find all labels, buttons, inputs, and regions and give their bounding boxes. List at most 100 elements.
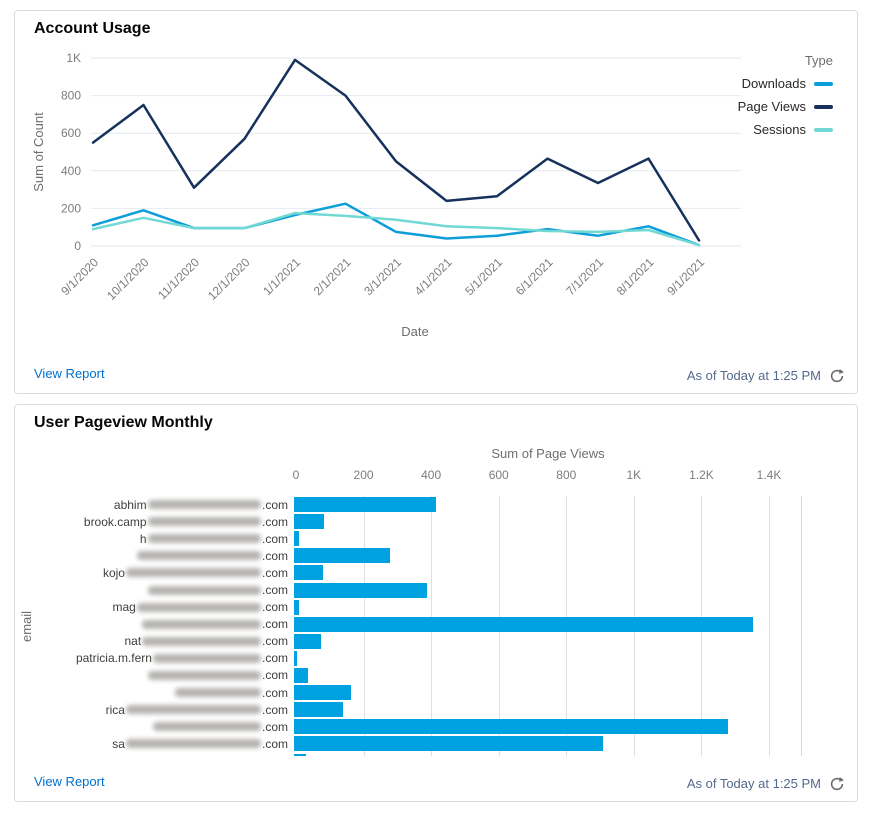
bar-row-1[interactable] [294,514,325,530]
bar-row-11[interactable] [294,685,352,701]
legend-swatch [814,81,833,86]
email-label: .com [15,718,288,735]
refresh-icon[interactable] [830,368,844,383]
line-series-page-views[interactable] [91,58,701,242]
bar-row-0[interactable] [294,497,436,512]
bar-x-tick-label: 200 [353,468,374,482]
email-visible-prefix: nat [124,634,142,649]
x-tick-label: 1/1/2021 [260,255,303,298]
bar-row-14[interactable] [294,736,604,752]
as-of-timestamp: As of Today at 1:25 PM [686,368,821,383]
x-tick-label: 8/1/2021 [614,255,657,298]
email-visible-suffix: .com [261,736,288,751]
view-report-link[interactable]: View Report [34,366,105,381]
x-tick-label: 6/1/2021 [513,255,556,298]
email-label: mag .com [15,599,288,616]
email-label: .com [15,684,288,701]
legend-label: Downloads [741,76,806,91]
bar-x-tick-label: 400 [421,468,442,482]
legend-item-downloads: Downloads [738,72,833,95]
email-label: h .com [15,530,288,547]
x-tick-label: 5/1/2021 [462,255,505,298]
refresh-icon-glyph [830,368,844,382]
legend-label: Sessions [753,122,806,137]
bar-x-tick-label: 1.2K [689,468,714,482]
legend-title: Type [804,53,833,68]
email-redacted-segment [136,602,261,612]
refresh-icon[interactable] [830,776,844,791]
account-usage-card: Account Usage 0 200 400 600 800 1K 9/1/2020 10/… [14,10,858,394]
bar-row-clipped[interactable] [294,753,306,756]
email-visible-suffix: .com [261,497,288,512]
email-redacted-segment [147,670,261,680]
email-label: .com [15,667,288,684]
bar-row-2[interactable] [294,531,300,547]
bar-row-12[interactable] [294,702,343,718]
x-tick-label: 12/1/2020 [205,255,253,303]
bar-plot-area [294,496,802,756]
account-usage-line-chart: 0 200 400 600 800 1K 9/1/2020 10/1/2020 11/1/202… [31,51,741,339]
email-redacted-segment [136,551,261,561]
user-pageview-title: User Pageview Monthly [34,414,213,431]
refresh-icon-glyph [830,776,844,790]
email-label: kojo .com [15,564,288,581]
bar-row-7[interactable] [294,616,754,632]
email-visible-suffix: .com [261,565,288,580]
email-visible-suffix: .com [261,617,288,632]
bar-row-4[interactable] [294,565,323,581]
email-redacted-segment [142,636,261,646]
as-of-area: As of Today at 1:25 PM [687,776,844,791]
email-redacted-segment [147,534,261,544]
email-label: .com [15,616,288,633]
email-label: sa .com [15,735,288,752]
line-series-downloads[interactable] [91,202,701,247]
email-visible-suffix: .com [261,668,288,683]
bar-y-axis-labels: abhim .com brook.camp .com h .com .com kojo .com… [15,496,288,752]
as-of-timestamp: As of Today at 1:25 PM [686,776,821,791]
line-series-sessions[interactable] [91,211,701,247]
y-tick-label: 1K [66,51,81,65]
legend-item-page-views: Page Views [738,95,833,118]
as-of-area: As of Today at 1:25 PM [687,368,844,383]
bar-row-10[interactable] [294,668,308,683]
x-tick-label: 11/1/2020 [155,255,202,302]
bar-gridline [769,496,770,756]
bar-row-9[interactable] [294,650,298,666]
bar-plot-right-border [801,496,802,756]
email-visible-suffix: .com [261,651,288,666]
bar-y-axis-title: email [19,610,35,642]
email-visible-suffix: .com [261,548,288,563]
view-report-link[interactable]: View Report [34,774,105,789]
x-tick-label: 10/1/2020 [104,255,152,303]
email-redacted-segment [147,585,261,595]
bar-row-5[interactable] [294,582,428,598]
email-visible-suffix: .com [261,600,288,615]
line-y-axis-title: Sum of Count [31,112,46,192]
email-redacted-segment [125,739,261,749]
bar-x-tick-label: 1.4K [756,468,782,482]
bar-x-axis-title: Sum of Page Views [491,446,605,461]
legend-item-sessions: Sessions [738,118,833,141]
email-redacted-segment [152,722,261,732]
email-label: nat .com [15,633,289,650]
email-visible-suffix: .com [261,634,288,649]
bar-row-6[interactable] [294,599,300,615]
email-redacted-segment [147,500,261,510]
email-label: patricia.m.fern .com [15,650,288,667]
email-redacted-segment [125,705,261,715]
y-tick-label: 600 [61,126,81,140]
email-visible-prefix: mag [112,600,136,615]
email-label: brook.camp .com [15,513,288,530]
bar-x-tick-label: 1K [626,468,642,482]
email-redacted-segment [152,653,261,663]
bar-x-tick-label: 600 [488,468,509,482]
legend-label: Page Views [737,99,806,114]
bar-row-13[interactable] [294,719,729,735]
email-visible-suffix: .com [261,583,288,598]
email-visible-prefix: kojo [102,565,125,580]
legend-swatch [814,127,833,132]
email-redacted-segment [125,568,261,578]
bar-row-8[interactable] [294,633,322,649]
bar-row-3[interactable] [294,548,391,564]
